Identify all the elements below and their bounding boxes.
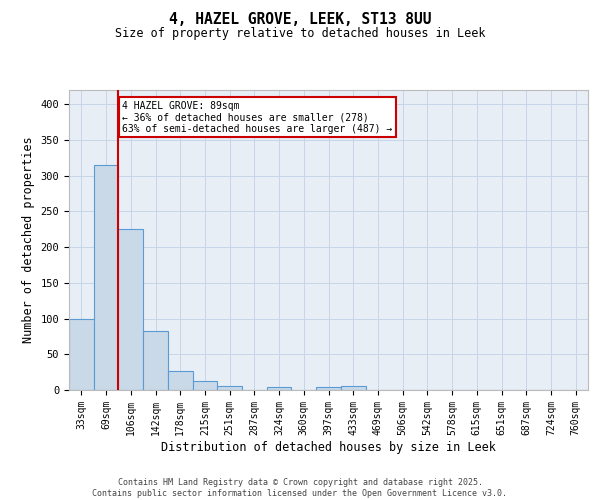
Bar [118,230,143,390]
Bar [267,387,292,390]
Text: 4, HAZEL GROVE, LEEK, ST13 8UU: 4, HAZEL GROVE, LEEK, ST13 8UU [169,12,431,28]
Text: 4 HAZEL GROVE: 89sqm
← 36% of detached houses are smaller (278)
63% of semi-deta: 4 HAZEL GROVE: 89sqm ← 36% of detached h… [122,100,392,134]
Bar [193,382,217,390]
Bar [341,386,365,390]
Bar [217,386,242,390]
Y-axis label: Number of detached properties: Number of detached properties [22,136,35,344]
Bar [316,387,341,390]
Bar [143,330,168,390]
Bar [168,372,193,390]
X-axis label: Distribution of detached houses by size in Leek: Distribution of detached houses by size … [161,440,496,454]
Text: Contains HM Land Registry data © Crown copyright and database right 2025.
Contai: Contains HM Land Registry data © Crown c… [92,478,508,498]
Bar [69,318,94,390]
Text: Size of property relative to detached houses in Leek: Size of property relative to detached ho… [115,28,485,40]
Bar [94,165,118,390]
